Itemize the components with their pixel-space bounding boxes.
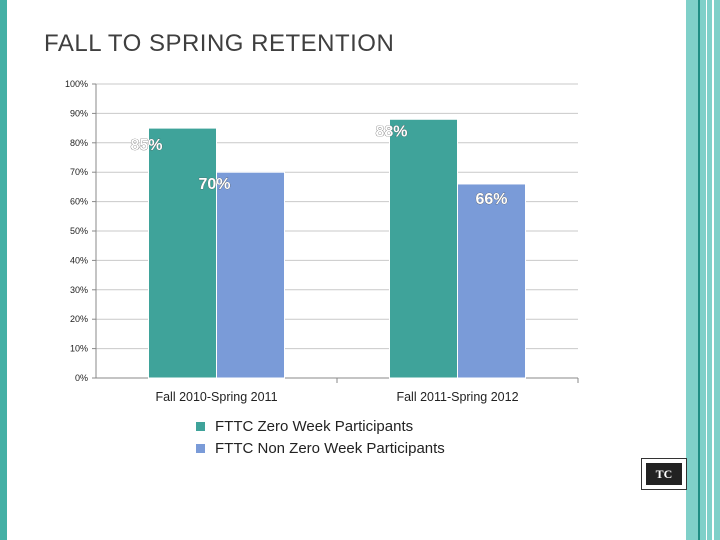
x-tick-label: Fall 2010-Spring 2011 (155, 390, 277, 404)
legend-item: FTTC Zero Week Participants (196, 415, 445, 437)
logo: TC (641, 458, 687, 490)
right-accent-line (706, 0, 707, 540)
y-tick-label: 100% (65, 79, 88, 89)
bar-data-label: 85% (130, 137, 162, 154)
legend-label: FTTC Non Zero Week Participants (215, 439, 445, 457)
bar (216, 171, 285, 379)
bar-data-label: 88% (375, 123, 407, 140)
y-tick-label: 60% (70, 197, 88, 207)
x-tick-label: Fall 2011-Spring 2012 (396, 390, 518, 404)
y-tick-label: 0% (75, 373, 88, 383)
y-tick-label: 20% (70, 314, 88, 324)
right-accent-bar (686, 0, 720, 540)
logo-mark: TC (646, 463, 682, 485)
y-tick-label: 30% (70, 285, 88, 295)
right-accent-line (698, 0, 700, 540)
right-accent-line (712, 0, 714, 540)
slide-title: FALL TO SPRING RETENTION (44, 30, 395, 57)
y-tick-label: 90% (70, 108, 88, 118)
y-tick-label: 80% (70, 138, 88, 148)
y-tick-label: 10% (70, 344, 88, 354)
y-tick-label: 40% (70, 255, 88, 265)
legend-label: FTTC Zero Week Participants (215, 417, 414, 435)
legend-swatch (196, 443, 205, 453)
y-tick-label: 70% (70, 167, 88, 177)
legend-swatch (196, 421, 205, 431)
bar (457, 183, 526, 379)
left-accent-bar (0, 0, 7, 540)
legend-item: FTTC Non Zero Week Participants (196, 437, 445, 459)
bar-data-label: 70% (198, 176, 230, 193)
bar-data-label: 66% (475, 191, 507, 208)
bar (148, 127, 217, 379)
y-tick-label: 50% (70, 226, 88, 236)
bar (389, 118, 458, 379)
chart-legend: FTTC Zero Week Participants FTTC Non Zer… (196, 415, 445, 459)
